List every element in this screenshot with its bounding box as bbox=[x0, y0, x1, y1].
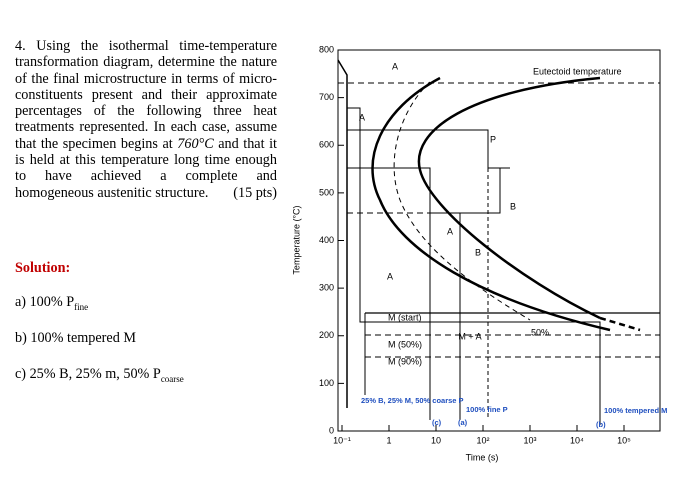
y-tick-label: 300 bbox=[319, 283, 334, 293]
diagram-label: A bbox=[359, 112, 365, 122]
y-axis-label: Temperature (°C) bbox=[291, 205, 301, 274]
question-temp: 760°C bbox=[177, 135, 214, 152]
x-tick-label: 10⁻¹ bbox=[333, 435, 351, 445]
question-points: (15 pts) bbox=[233, 184, 277, 201]
y-tick-label: 500 bbox=[319, 187, 334, 197]
diagram-label: B bbox=[510, 201, 516, 211]
diagram-label: Eutectoid temperature bbox=[533, 66, 622, 76]
answer: a) 100% Pfine bbox=[15, 294, 88, 312]
x-tick-label: 10³ bbox=[523, 435, 536, 445]
annotation: (a) bbox=[458, 418, 468, 427]
diagram-label: A bbox=[387, 271, 393, 281]
answer: b) 100% tempered M bbox=[15, 330, 136, 347]
y-tick-label: 700 bbox=[319, 92, 334, 102]
x-tick-label: 10² bbox=[476, 435, 489, 445]
question-text: and that it is held at this temperature … bbox=[15, 135, 277, 201]
annotation: (c) bbox=[432, 418, 442, 427]
x-tick-label: 10⁴ bbox=[570, 435, 584, 445]
x-tick-label: 10 bbox=[431, 435, 441, 445]
diagram-label: P bbox=[490, 134, 496, 144]
diagram-label: B bbox=[475, 247, 481, 257]
annotation: 100% tempered M bbox=[604, 406, 667, 415]
x-tick-label: 10⁵ bbox=[617, 435, 631, 445]
question: 4. Using the isothermal time-temperature… bbox=[15, 38, 277, 201]
diagram-label: M (50%) bbox=[388, 339, 422, 349]
answer-text: c) 25% B, 25% m, 50% P bbox=[15, 366, 161, 382]
x-axis-label: Time (s) bbox=[466, 452, 499, 462]
annotation: 25% B, 25% M, 50% coarse P bbox=[361, 396, 464, 405]
answer: c) 25% B, 25% m, 50% Pcoarse bbox=[15, 366, 184, 384]
y-tick-label: 600 bbox=[319, 140, 334, 150]
diagram-label: 50% bbox=[531, 327, 549, 337]
annotation: 100% fine P bbox=[466, 405, 508, 414]
y-tick-label: 100 bbox=[319, 378, 334, 388]
solution-heading: Solution: bbox=[15, 260, 71, 276]
diagram-lines bbox=[337, 49, 661, 432]
answer-sub: coarse bbox=[160, 373, 184, 384]
y-tick-label: 400 bbox=[319, 235, 334, 245]
answer-text: a) 100% P bbox=[15, 294, 75, 310]
diagram-label: M (90%) bbox=[388, 356, 422, 366]
diagram-label: M (start) bbox=[388, 312, 422, 322]
x-tick-label: 1 bbox=[386, 435, 391, 445]
y-tick-label: 200 bbox=[319, 330, 334, 340]
answer-sub: fine bbox=[74, 301, 89, 312]
diagram-label: M + A bbox=[458, 331, 481, 341]
y-tick-label: 0 bbox=[329, 425, 334, 435]
diagram-label: A bbox=[447, 226, 453, 236]
y-tick-label: 800 bbox=[319, 44, 334, 54]
annotation: (b) bbox=[596, 420, 606, 429]
answer-text: b) 100% tempered M bbox=[15, 330, 136, 346]
diagram-label: A bbox=[392, 61, 398, 71]
question-text: 4. Using the isothermal time-temperature… bbox=[15, 38, 277, 152]
